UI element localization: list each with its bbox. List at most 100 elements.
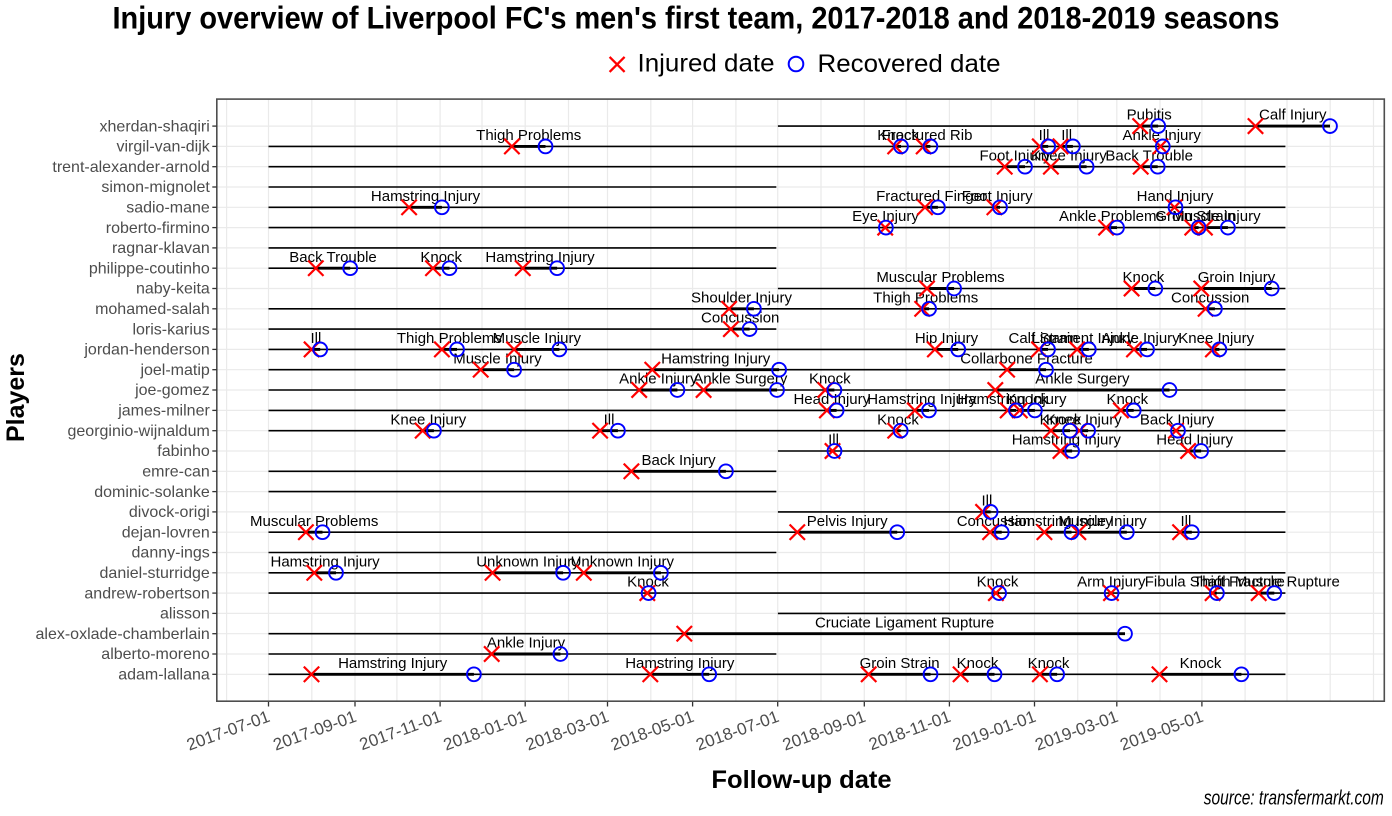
svg-text:Muscle Injury: Muscle Injury [453,350,542,367]
svg-text:james-milner: james-milner [117,403,210,420]
svg-text:Knee Injury: Knee Injury [1178,330,1254,347]
svg-text:Muscle Injury: Muscle Injury [1058,513,1147,530]
svg-text:Knock: Knock [1180,655,1222,672]
svg-text:Knock: Knock [877,411,919,428]
svg-text:Thigh Problems: Thigh Problems [476,127,581,144]
svg-text:Fibula Shaft Fracture: Fibula Shaft Fracture [1145,574,1285,591]
svg-text:dominic-solanke: dominic-solanke [94,484,210,501]
svg-text:Ill: Ill [1061,127,1072,144]
svg-text:Groin Strain: Groin Strain [860,655,940,672]
svg-text:Head Injury: Head Injury [1156,432,1233,449]
svg-text:Pelvis Injury: Pelvis Injury [807,513,888,530]
svg-text:Ill: Ill [604,411,615,428]
svg-text:Foot Injury: Foot Injury [962,188,1033,205]
svg-text:danny-ings: danny-ings [132,545,210,562]
svg-text:Knock: Knock [1123,269,1165,286]
svg-text:Calf Strain: Calf Strain [1008,330,1078,347]
svg-text:simon-mignolet: simon-mignolet [101,179,210,196]
svg-text:ragnar-klavan: ragnar-klavan [112,240,210,257]
svg-text:Cruciate Ligament Rupture: Cruciate Ligament Rupture [815,614,994,631]
svg-text:alisson: alisson [160,606,210,623]
svg-text:Knock: Knock [977,574,1019,591]
svg-text:divock-origi: divock-origi [129,504,210,521]
svg-text:roberto-firmino: roberto-firmino [106,220,210,237]
svg-text:Fractured Finger: Fractured Finger [876,188,987,205]
svg-text:Hamstring Injury: Hamstring Injury [625,655,735,672]
svg-text:Muscular Problems: Muscular Problems [876,269,1004,286]
svg-text:Follow-up date: Follow-up date [711,766,891,794]
svg-text:Thigh Problems: Thigh Problems [397,330,502,347]
svg-text:andrew-robertson: andrew-robertson [84,585,209,602]
svg-text:sadio-mane: sadio-mane [126,200,210,217]
svg-text:Hamstring Injury: Hamstring Injury [270,553,380,570]
svg-text:Knock: Knock [957,655,999,672]
svg-text:adam-lallana: adam-lallana [118,667,210,684]
svg-text:Injured date: Injured date [638,50,775,78]
svg-text:daniel-sturridge: daniel-sturridge [100,565,210,582]
svg-text:fabinho: fabinho [157,443,210,460]
svg-text:Players: Players [2,353,30,442]
svg-text:jordan-henderson: jordan-henderson [83,342,209,359]
svg-text:Back Injury: Back Injury [641,452,716,469]
svg-text:Knee Injury: Knee Injury [390,411,466,428]
svg-text:dejan-lovren: dejan-lovren [122,524,210,541]
svg-text:trent-alexander-arnold: trent-alexander-arnold [52,159,209,176]
svg-text:Ill: Ill [310,330,321,347]
svg-text:Hamstring Injury: Hamstring Injury [957,391,1067,408]
svg-text:Shoulder Injury: Shoulder Injury [691,289,792,306]
svg-text:joe-gomez: joe-gomez [134,382,210,399]
svg-text:alex-oxlade-chamberlain: alex-oxlade-chamberlain [35,626,209,643]
svg-text:Muscle Injury: Muscle Injury [1172,208,1261,225]
svg-text:Ankle Surgery: Ankle Surgery [1035,371,1130,388]
svg-text:Unknown Injury: Unknown Injury [571,553,675,570]
svg-text:Ankle Injury: Ankle Injury [1123,127,1202,144]
svg-text:Knee Injury: Knee Injury [1046,411,1122,428]
svg-text:xherdan-shaqiri: xherdan-shaqiri [100,118,210,135]
svg-text:Knock: Knock [627,574,669,591]
svg-text:Thigh Problems: Thigh Problems [873,289,978,306]
svg-text:Knock: Knock [1106,391,1148,408]
svg-text:Back Injury: Back Injury [1140,411,1215,428]
svg-text:Ankle Injury: Ankle Injury [1101,330,1180,347]
svg-text:philippe-coutinho: philippe-coutinho [89,260,210,277]
svg-text:Ankle Problems: Ankle Problems [1059,208,1164,225]
svg-text:Hamstring Injury: Hamstring Injury [485,249,595,266]
svg-text:Calf Injury: Calf Injury [1259,107,1327,124]
svg-text:Ill: Ill [1039,127,1050,144]
svg-text:Eye Injury: Eye Injury [852,208,919,225]
svg-text:Arm Injury: Arm Injury [1077,574,1146,591]
svg-text:Groin Strain: Groin Strain [1155,208,1235,225]
svg-text:emre-can: emre-can [142,464,210,481]
svg-text:Concussion: Concussion [701,310,779,327]
svg-text:alberto-moreno: alberto-moreno [101,646,210,663]
svg-text:joel-matip: joel-matip [139,362,209,379]
svg-text:Ill: Ill [828,432,839,449]
svg-text:Ill: Ill [1180,513,1191,530]
svg-text:Unknown Injury: Unknown Injury [476,553,580,570]
svg-text:Muscular Problems: Muscular Problems [250,513,378,530]
svg-text:Thigh Muscle Rupture: Thigh Muscle Rupture [1193,574,1340,591]
svg-text:Groin Injury: Groin Injury [1198,269,1276,286]
svg-text:Hamstring Injury: Hamstring Injury [371,188,481,205]
svg-text:Head Injury: Head Injury [793,391,870,408]
svg-text:Ankle Injury: Ankle Injury [619,371,698,388]
svg-text:Back Trouble: Back Trouble [1105,147,1193,164]
svg-text:Hip Injury: Hip Injury [915,330,979,347]
svg-text:Pubitis: Pubitis [1127,107,1172,124]
svg-text:Hamstring Injury: Hamstring Injury [867,391,977,408]
svg-text:Hamstring Injury: Hamstring Injury [661,350,771,367]
svg-text:Back Trouble: Back Trouble [289,249,377,266]
svg-text:naby-keita: naby-keita [136,281,210,298]
svg-text:Concussion: Concussion [1171,289,1249,306]
svg-text:mohamed-salah: mohamed-salah [95,301,210,318]
svg-text:Ankle Surgery: Ankle Surgery [693,371,788,388]
svg-text:source: transfermarkt.com: source: transfermarkt.com [1204,787,1384,809]
svg-text:Muscle Injury: Muscle Injury [493,330,582,347]
svg-text:Hand Injury: Hand Injury [1137,188,1214,205]
svg-text:Ill: Ill [981,493,992,510]
svg-text:Collarbone Fracture: Collarbone Fracture [960,350,1093,367]
svg-text:Ankle Injury: Ankle Injury [487,635,566,652]
svg-text:georginio-wijnaldum: georginio-wijnaldum [68,423,210,440]
svg-text:Ligament Injury: Ligament Injury [1032,330,1135,347]
svg-text:loris-karius: loris-karius [132,321,209,338]
